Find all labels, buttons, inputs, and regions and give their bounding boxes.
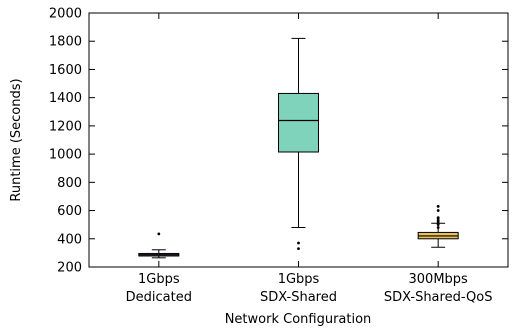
y-tick-label: 2000 <box>49 7 82 22</box>
outlier-point <box>436 226 440 229</box>
y-tick-label: 200 <box>57 261 82 276</box>
y-tick-label: 1600 <box>49 63 82 78</box>
outlier-point <box>297 241 300 245</box>
box-group <box>138 232 180 259</box>
plot-area <box>88 12 509 268</box>
x-tick-label-line1: 1Gbps <box>278 272 320 287</box>
x-axis: 1Gbps Dedicated 1Gbps SDX-Shared 300Mbps SDX-… <box>126 13 493 305</box>
outlier-point <box>157 232 161 236</box>
box-group <box>278 37 319 251</box>
y-tick-label: 1000 <box>49 148 82 163</box>
y-tick-label: 600 <box>57 204 82 219</box>
x-tick-label-line1: 300Mbps <box>409 272 469 287</box>
y-tick-label: 1200 <box>49 119 82 134</box>
outlier-point <box>436 209 440 212</box>
iqr-box <box>278 92 319 153</box>
x-tick-label-line1: 1Gbps <box>138 272 180 287</box>
outlier-point <box>436 219 440 222</box>
x-tick-label-line2: SDX-Shared <box>260 290 337 305</box>
y-tick-label: 1400 <box>49 91 82 106</box>
x-axis-title: Network Configuration <box>225 312 372 327</box>
outlier-point <box>297 247 300 251</box>
x-tick-label-line2: Dedicated <box>126 290 192 305</box>
box-group <box>417 204 459 248</box>
y-axis: 200 400 600 800 1000 1200 1400 1600 1800 2000 <box>49 7 508 276</box>
y-tick-label: 800 <box>57 176 82 191</box>
outlier-point <box>436 216 440 220</box>
y-tick-label: 1800 <box>49 35 82 50</box>
y-tick-label: 400 <box>57 232 82 247</box>
y-axis-title: Runtime (Seconds) <box>9 78 24 201</box>
outlier-point <box>436 204 440 208</box>
x-tick-label-line2: SDX-Shared-QoS <box>384 290 493 305</box>
